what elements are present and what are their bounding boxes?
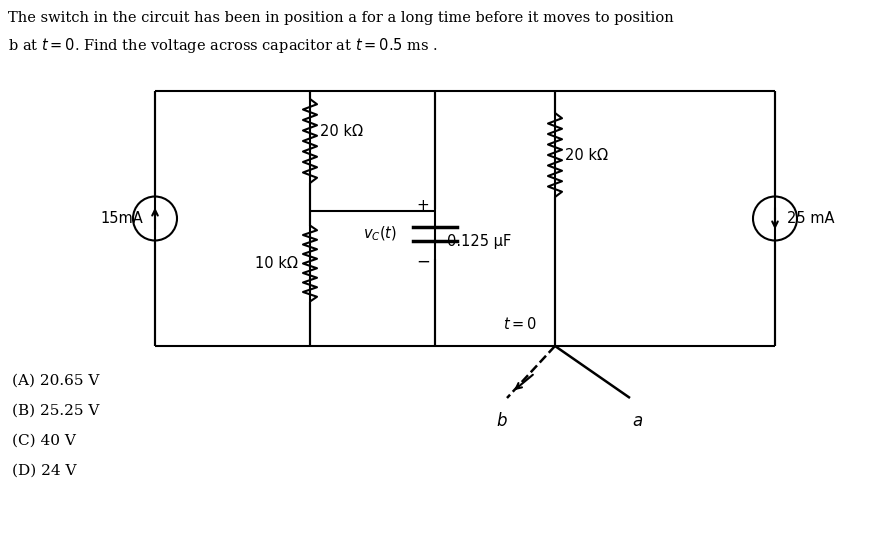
Text: 10 kΩ: 10 kΩ <box>255 256 298 271</box>
Text: $v_C(t)$: $v_C(t)$ <box>362 224 397 243</box>
Text: $t = 0$: $t = 0$ <box>502 316 536 332</box>
Text: $b$: $b$ <box>495 412 508 430</box>
Text: b at $t = 0$. Find the voltage across capacitor at $t = 0.5$ ms .: b at $t = 0$. Find the voltage across ca… <box>8 36 438 55</box>
Text: 15mA: 15mA <box>100 211 143 226</box>
Text: $a$: $a$ <box>632 412 643 430</box>
Text: 0.125 μF: 0.125 μF <box>447 234 510 249</box>
Text: −: − <box>416 252 430 270</box>
Text: +: + <box>416 198 429 213</box>
Text: 20 kΩ: 20 kΩ <box>564 147 607 163</box>
Text: 20 kΩ: 20 kΩ <box>320 123 362 139</box>
Text: 25 mA: 25 mA <box>786 211 834 226</box>
Text: (B) 25.25 V: (B) 25.25 V <box>12 404 99 418</box>
Text: (C) 40 V: (C) 40 V <box>12 434 76 448</box>
Text: The switch in the circuit has been in position a for a long time before it moves: The switch in the circuit has been in po… <box>8 11 673 25</box>
Text: (D) 24 V: (D) 24 V <box>12 464 76 478</box>
Text: (A) 20.65 V: (A) 20.65 V <box>12 374 99 388</box>
